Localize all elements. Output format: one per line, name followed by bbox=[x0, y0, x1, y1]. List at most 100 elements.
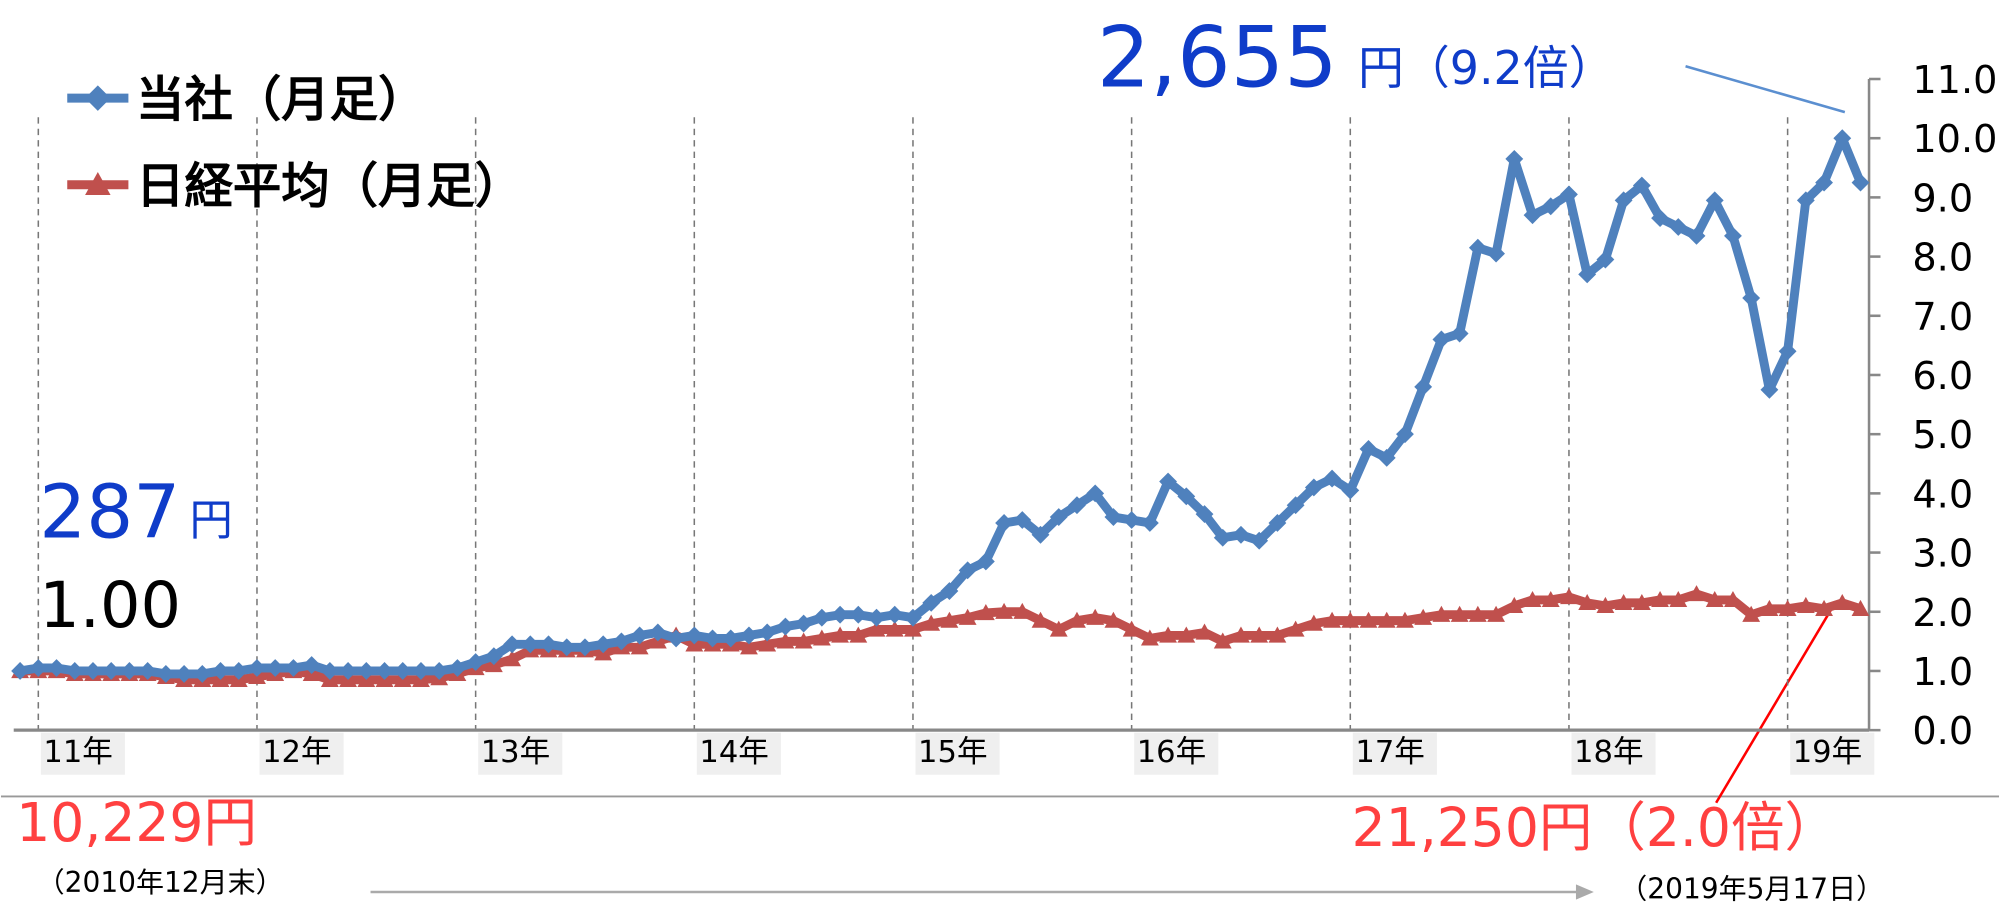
point bbox=[1632, 593, 1651, 611]
point bbox=[1140, 514, 1159, 532]
y-tick-label: 6.0 bbox=[1912, 355, 1973, 399]
point bbox=[794, 632, 813, 649]
point bbox=[1505, 149, 1524, 168]
point bbox=[1833, 593, 1852, 611]
y-tick-label: 10.0 bbox=[1912, 118, 1997, 162]
point bbox=[1560, 185, 1578, 204]
callout-line bbox=[1685, 65, 1846, 114]
point bbox=[1049, 620, 1068, 637]
point bbox=[357, 662, 376, 680]
x-tick-label: 16年 bbox=[1137, 735, 1207, 770]
point bbox=[1760, 380, 1779, 399]
point bbox=[466, 653, 485, 671]
point bbox=[211, 662, 230, 680]
point bbox=[1377, 611, 1396, 628]
point bbox=[958, 608, 977, 625]
point bbox=[484, 647, 503, 666]
point bbox=[1122, 620, 1141, 637]
point bbox=[1323, 611, 1341, 628]
point bbox=[1159, 472, 1177, 491]
point bbox=[1815, 599, 1833, 616]
point bbox=[976, 604, 995, 621]
point bbox=[1213, 528, 1232, 547]
point bbox=[1541, 197, 1560, 216]
annotation: 円 bbox=[190, 496, 233, 546]
x-tick-label: 12年 bbox=[262, 735, 331, 770]
point bbox=[1213, 632, 1232, 649]
point bbox=[1450, 605, 1469, 622]
x-tick-label: 15年 bbox=[918, 735, 988, 770]
point bbox=[1013, 511, 1032, 529]
point bbox=[1596, 596, 1615, 613]
tick-label-bg bbox=[915, 732, 1000, 775]
y-tick-label: 5.0 bbox=[1912, 414, 1973, 458]
point bbox=[1414, 608, 1433, 625]
y-tick-label: 0.0 bbox=[1912, 710, 1973, 754]
annotation: 1.00 bbox=[39, 569, 181, 643]
point bbox=[1760, 599, 1779, 616]
point bbox=[776, 617, 795, 636]
point bbox=[1796, 191, 1815, 210]
tick-label-bg bbox=[259, 732, 344, 775]
tick-label-bg bbox=[40, 732, 125, 775]
point bbox=[740, 638, 758, 655]
point bbox=[1596, 250, 1615, 269]
point bbox=[1304, 478, 1323, 497]
point bbox=[776, 632, 795, 649]
tick-label-bg bbox=[1790, 732, 1875, 775]
point bbox=[1724, 226, 1742, 245]
tick-label-bg bbox=[1134, 732, 1219, 775]
point bbox=[630, 638, 649, 655]
y-tick-label: 4.0 bbox=[1912, 473, 1973, 517]
y-tick-label: 2.0 bbox=[1912, 592, 1973, 636]
y-tick-label: 7.0 bbox=[1912, 296, 1973, 340]
point bbox=[1286, 620, 1305, 637]
point bbox=[594, 635, 613, 654]
point bbox=[1086, 484, 1105, 503]
point bbox=[175, 664, 194, 683]
point bbox=[1614, 593, 1633, 611]
point bbox=[29, 659, 48, 677]
point bbox=[1286, 496, 1305, 515]
point bbox=[1268, 626, 1287, 643]
point bbox=[1104, 611, 1123, 628]
point bbox=[831, 626, 849, 643]
point bbox=[1742, 289, 1761, 307]
point bbox=[156, 664, 175, 683]
point bbox=[867, 608, 886, 627]
point bbox=[1104, 508, 1123, 526]
point bbox=[1724, 591, 1742, 608]
y-tick-label: 11.0 bbox=[1912, 59, 1997, 103]
point bbox=[922, 593, 941, 612]
point bbox=[284, 659, 303, 677]
point bbox=[229, 662, 248, 680]
legend-label: 日経平均（月足） bbox=[136, 159, 523, 215]
point bbox=[1632, 176, 1651, 195]
y-tick-label: 8.0 bbox=[1912, 237, 1973, 281]
tick-label-bg bbox=[696, 732, 781, 775]
point bbox=[430, 662, 449, 680]
point bbox=[138, 662, 157, 680]
x-tick-label: 19年 bbox=[1793, 735, 1863, 770]
annotation: 2,655 bbox=[1097, 9, 1338, 107]
tick-label-bg bbox=[478, 732, 563, 775]
point bbox=[1359, 611, 1378, 628]
point bbox=[1742, 605, 1761, 622]
point bbox=[1560, 588, 1578, 605]
point bbox=[1122, 511, 1141, 529]
point bbox=[904, 620, 922, 637]
point bbox=[1651, 591, 1669, 608]
point bbox=[1614, 191, 1633, 210]
point bbox=[65, 662, 84, 680]
point bbox=[1159, 626, 1177, 643]
annotation: 円（9.2倍） bbox=[1358, 41, 1614, 95]
point bbox=[1578, 265, 1597, 284]
point bbox=[1377, 448, 1396, 467]
legend-marker bbox=[85, 172, 111, 195]
point bbox=[47, 659, 66, 677]
point bbox=[1013, 602, 1032, 619]
point bbox=[448, 659, 467, 677]
annotation: （2010年12月末） bbox=[37, 866, 284, 899]
point bbox=[1396, 425, 1414, 444]
